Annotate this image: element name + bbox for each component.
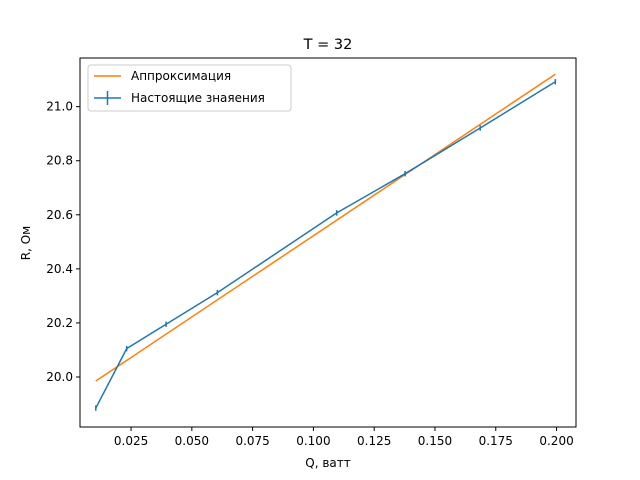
approximation-line [95, 73, 556, 382]
legend-label-approximation: Аппроксимация [131, 69, 231, 83]
x-axis: 0.025 0.050 0.075 0.100 0.125 0.150 0.175 0.200 [114, 427, 574, 448]
x-tick-label: 0.025 [114, 434, 148, 448]
x-tick-label: 0.075 [235, 434, 269, 448]
x-tick-label: 0.175 [479, 434, 513, 448]
y-axis-label: R, Ом [19, 226, 33, 260]
x-tick-label: 0.125 [357, 434, 391, 448]
y-tick-label: 20.4 [46, 262, 73, 276]
axes-frame [79, 57, 577, 428]
actual-values-line [95, 81, 556, 409]
y-tick-label: 20.0 [46, 370, 73, 384]
y-tick-label: 20.8 [46, 154, 73, 168]
plot-area [79, 57, 577, 428]
x-tick-label: 0.200 [539, 434, 573, 448]
y-tick-label: 21.0 [46, 100, 73, 114]
x-tick-label: 0.150 [418, 434, 452, 448]
chart-title: T = 32 [303, 37, 353, 53]
y-tick-label: 20.6 [46, 208, 73, 222]
x-axis-label: Q, ватт [305, 456, 350, 470]
y-tick-label: 20.2 [46, 316, 73, 330]
legend-box [87, 64, 292, 112]
x-tick-label: 0.050 [175, 434, 209, 448]
legend-label-actual-values: Настоящие знаяения [131, 91, 265, 105]
legend: Аппроксимация Настоящие знаяения [87, 64, 292, 112]
y-axis: 20.0 20.2 20.4 20.6 20.8 21.0 [46, 100, 80, 384]
x-tick-label: 0.100 [296, 434, 330, 448]
